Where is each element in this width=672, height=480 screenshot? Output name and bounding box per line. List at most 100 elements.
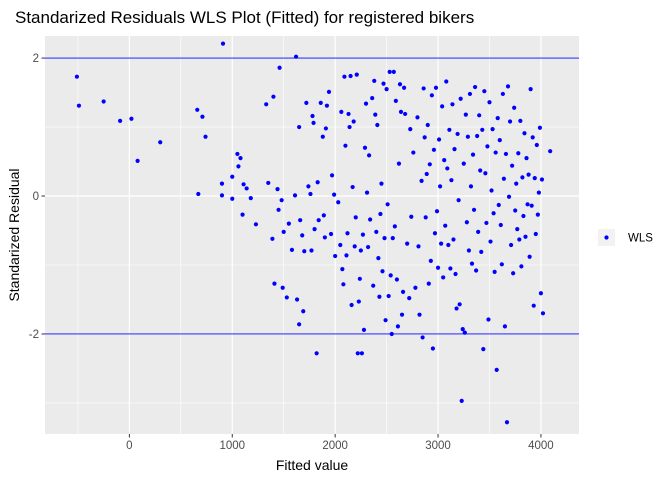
data-point xyxy=(439,241,444,246)
data-point xyxy=(316,218,321,223)
data-point xyxy=(466,248,472,253)
data-point xyxy=(535,212,540,217)
y-tick-label: 0 xyxy=(33,191,39,203)
data-point xyxy=(357,276,362,281)
data-point xyxy=(382,236,387,241)
data-point xyxy=(524,155,529,161)
data-point xyxy=(367,153,372,158)
data-point xyxy=(74,74,79,79)
data-point xyxy=(324,103,330,108)
data-point xyxy=(195,107,200,112)
data-point xyxy=(353,215,358,220)
data-point xyxy=(359,351,365,356)
data-point xyxy=(318,100,323,106)
data-point xyxy=(398,109,404,114)
data-point xyxy=(342,74,347,79)
data-point xyxy=(476,229,481,234)
data-point xyxy=(424,171,429,177)
data-point xyxy=(397,82,403,87)
data-point xyxy=(465,134,470,139)
data-point xyxy=(428,258,433,263)
data-point xyxy=(441,275,446,280)
data-point xyxy=(408,127,413,132)
data-point xyxy=(454,306,459,311)
data-point xyxy=(461,161,466,166)
data-point xyxy=(488,239,493,244)
data-point xyxy=(478,168,483,173)
data-point xyxy=(275,187,280,192)
data-point xyxy=(101,99,106,104)
data-point xyxy=(396,161,402,166)
data-point xyxy=(238,155,243,161)
data-point xyxy=(505,84,511,89)
data-point xyxy=(392,224,397,229)
y-axis-title: Standarized Residual xyxy=(6,168,22,301)
data-point xyxy=(390,236,395,241)
x-tick-label: 2000 xyxy=(322,440,348,452)
data-point xyxy=(393,98,398,103)
data-point xyxy=(500,91,505,97)
data-point xyxy=(499,262,504,267)
data-point xyxy=(329,173,335,178)
data-point xyxy=(297,322,302,327)
data-point xyxy=(333,253,338,259)
data-point xyxy=(475,133,480,139)
data-point xyxy=(343,143,348,148)
data-point xyxy=(477,113,482,118)
data-point xyxy=(453,271,458,277)
data-point xyxy=(235,151,240,157)
data-point xyxy=(341,282,346,287)
data-point xyxy=(388,273,393,278)
y-axis-ticks: -2 0 2 xyxy=(29,53,45,341)
data-point xyxy=(284,295,289,300)
data-point xyxy=(419,178,424,183)
data-point xyxy=(276,207,281,212)
data-point xyxy=(485,144,490,149)
data-point xyxy=(422,135,427,140)
y-tick-label: 2 xyxy=(33,53,39,65)
data-point xyxy=(302,249,307,254)
data-point xyxy=(515,227,520,232)
data-point xyxy=(450,102,455,107)
data-point xyxy=(530,135,535,140)
data-point xyxy=(537,125,543,130)
data-point xyxy=(321,213,326,218)
data-point xyxy=(538,291,544,296)
x-tick-label: 4000 xyxy=(528,440,554,452)
data-point xyxy=(230,174,235,179)
data-point xyxy=(378,211,383,217)
data-point xyxy=(349,302,354,308)
data-point xyxy=(370,95,375,101)
data-point xyxy=(440,104,445,109)
data-point xyxy=(480,127,485,132)
data-point xyxy=(427,162,432,167)
data-point xyxy=(517,237,522,242)
data-point xyxy=(248,195,253,201)
data-point xyxy=(462,330,467,335)
data-point xyxy=(315,180,320,185)
legend: WLS xyxy=(598,229,653,246)
data-point xyxy=(240,212,245,217)
data-point xyxy=(346,111,351,117)
data-point xyxy=(135,158,140,163)
data-point xyxy=(407,296,412,301)
y-tick-label: -2 xyxy=(29,329,39,341)
data-point xyxy=(340,267,345,272)
data-point xyxy=(352,244,357,249)
data-point xyxy=(403,111,408,117)
data-point xyxy=(449,178,454,183)
data-point xyxy=(312,227,317,232)
data-point xyxy=(436,137,442,142)
data-point xyxy=(266,180,271,186)
x-tick-label: 1000 xyxy=(219,440,245,452)
data-point xyxy=(411,150,416,155)
data-point xyxy=(495,115,500,121)
data-point xyxy=(253,222,259,227)
data-point xyxy=(493,150,498,155)
data-point xyxy=(306,184,311,189)
data-point xyxy=(415,115,420,120)
data-point xyxy=(420,335,425,340)
data-point xyxy=(309,248,314,253)
data-point xyxy=(448,266,453,271)
data-point xyxy=(338,242,343,248)
